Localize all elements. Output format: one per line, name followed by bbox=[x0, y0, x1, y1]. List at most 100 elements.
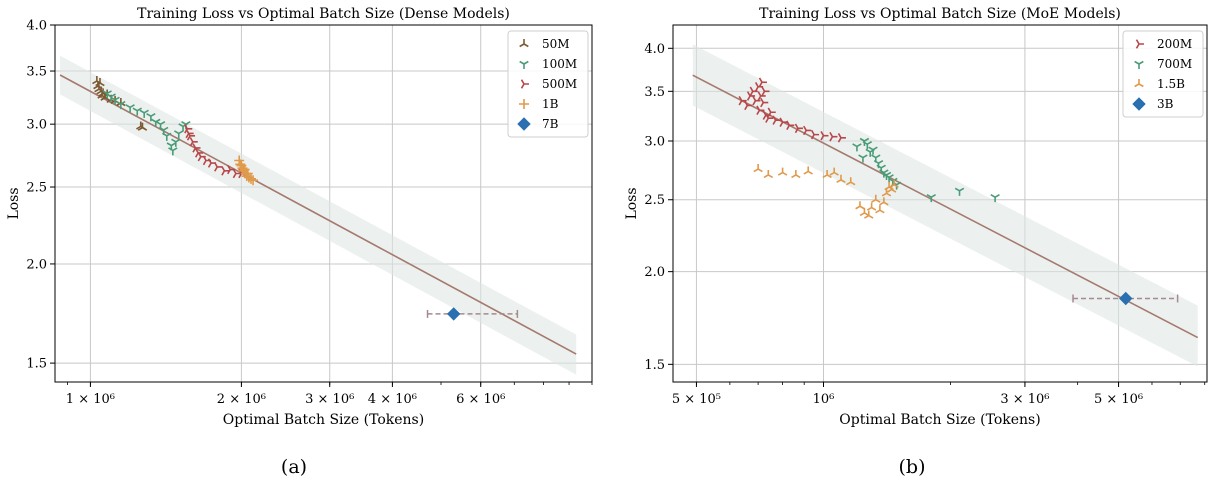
y-axis-label: Loss bbox=[624, 187, 640, 219]
data-point bbox=[760, 97, 769, 108]
data-point bbox=[837, 133, 846, 143]
data-point bbox=[871, 194, 881, 203]
data-point bbox=[110, 96, 120, 105]
legend-label: 1B bbox=[542, 97, 559, 111]
data-point bbox=[803, 125, 812, 136]
data-point bbox=[858, 154, 868, 163]
data-point bbox=[137, 122, 148, 131]
legend-marker bbox=[517, 117, 531, 131]
chart-title: Training Loss vs Optimal Batch Size (Den… bbox=[137, 6, 510, 22]
data-point bbox=[761, 86, 770, 97]
data-point bbox=[767, 107, 776, 117]
data-point bbox=[132, 107, 142, 116]
legend-marker bbox=[1132, 97, 1146, 111]
series-1B bbox=[234, 155, 259, 186]
data-point bbox=[753, 164, 763, 173]
panel-caption: (b) bbox=[899, 456, 926, 478]
plot-frame bbox=[54, 24, 593, 383]
y-tick-label: 2.0 bbox=[26, 257, 47, 272]
data-point bbox=[1119, 291, 1133, 306]
x-tick-label: 6 × 10⁶ bbox=[456, 392, 505, 407]
plot-frame bbox=[672, 24, 1208, 383]
data-point bbox=[786, 120, 795, 131]
legend-marker bbox=[1134, 79, 1144, 88]
y-tick-label: 3.5 bbox=[644, 85, 665, 100]
data-point bbox=[875, 205, 885, 214]
x-tick-label: 10⁶ bbox=[813, 392, 835, 407]
data-point bbox=[829, 131, 838, 142]
data-point bbox=[116, 100, 126, 110]
y-tick-label: 3.5 bbox=[26, 65, 47, 80]
y-tick-label: 1.5 bbox=[26, 357, 47, 372]
x-tick-label: 3 × 10⁶ bbox=[305, 392, 354, 407]
y-tick-label: 2.5 bbox=[26, 181, 47, 196]
legend-marker bbox=[519, 39, 529, 48]
data-point bbox=[836, 174, 846, 183]
data-point bbox=[125, 104, 135, 113]
y-tick-label: 4.0 bbox=[644, 42, 665, 57]
data-point bbox=[754, 82, 764, 92]
legend-label: 1.5B bbox=[1157, 77, 1185, 91]
x-axis-label: Optimal Batch Size (Tokens) bbox=[839, 412, 1040, 428]
data-point bbox=[765, 113, 774, 123]
data-point bbox=[829, 167, 839, 176]
data-point bbox=[752, 95, 761, 106]
y-tick-label: 3.0 bbox=[644, 134, 665, 149]
data-point bbox=[862, 141, 873, 150]
series-7B bbox=[426, 307, 519, 321]
data-point bbox=[186, 131, 196, 141]
x-tick-label: 3 × 10⁶ bbox=[1000, 392, 1049, 407]
y-tick-label: 1.5 bbox=[644, 358, 665, 373]
legend-box bbox=[1122, 30, 1204, 118]
chart-panel-2: 5 × 10⁵ 10⁶ 3 × 10⁶ 5 × 10⁶ 1.5 2.0 2.5 3.0 3.5 4… bbox=[624, 6, 1208, 428]
series-100M bbox=[102, 90, 191, 156]
data-point bbox=[749, 86, 758, 97]
data-point bbox=[146, 113, 156, 122]
legend-label: 700M bbox=[1157, 57, 1192, 71]
y-tick-label: 4.0 bbox=[26, 19, 47, 34]
legend: 200M 700M 1.5B 3B bbox=[1122, 30, 1204, 118]
data-point bbox=[756, 105, 765, 116]
panel-caption: (a) bbox=[281, 456, 307, 478]
chart-panel-1: 1 × 10⁶ 2 × 10⁶ 3 × 10⁶ 4 × 10⁶ 6 × 10⁶ 1.5 2.… bbox=[6, 6, 593, 428]
y-tick-label: 2.5 bbox=[644, 193, 665, 208]
series-3B bbox=[1072, 291, 1179, 306]
legend-box bbox=[507, 30, 589, 138]
data-point bbox=[171, 138, 181, 147]
legend-marker bbox=[519, 60, 529, 69]
data-point bbox=[926, 193, 936, 203]
data-point bbox=[763, 169, 774, 179]
data-point bbox=[864, 210, 874, 219]
legend-label: 500M bbox=[542, 77, 577, 91]
data-point bbox=[822, 169, 832, 179]
data-point bbox=[245, 173, 256, 184]
data-point bbox=[954, 187, 965, 196]
x-tick-label: 2 × 10⁶ bbox=[217, 392, 266, 407]
data-point bbox=[139, 109, 149, 118]
legend-label: 3B bbox=[1157, 97, 1174, 111]
data-point bbox=[852, 143, 862, 152]
fit-confidence-band bbox=[692, 44, 1198, 367]
series-500M bbox=[184, 124, 247, 179]
data-point bbox=[248, 175, 259, 186]
legend-label: 50M bbox=[542, 37, 570, 51]
data-point bbox=[446, 307, 461, 321]
data-point bbox=[859, 207, 870, 217]
data-point bbox=[189, 137, 198, 147]
data-point bbox=[744, 100, 753, 111]
legend-marker bbox=[1135, 39, 1144, 49]
data-point bbox=[791, 169, 801, 179]
data-point bbox=[990, 193, 1000, 203]
x-tick-label: 5 × 10⁵ bbox=[672, 392, 721, 407]
legend: 50M 100M 500M 1B 7B bbox=[507, 30, 589, 138]
data-point bbox=[810, 129, 820, 140]
series-1.5B bbox=[753, 164, 899, 219]
fit-line bbox=[692, 74, 1199, 339]
data-point bbox=[738, 95, 747, 106]
data-point bbox=[845, 177, 856, 186]
data-point bbox=[868, 146, 878, 155]
data-point bbox=[794, 123, 803, 134]
data-point bbox=[95, 78, 105, 87]
data-point bbox=[168, 147, 178, 156]
